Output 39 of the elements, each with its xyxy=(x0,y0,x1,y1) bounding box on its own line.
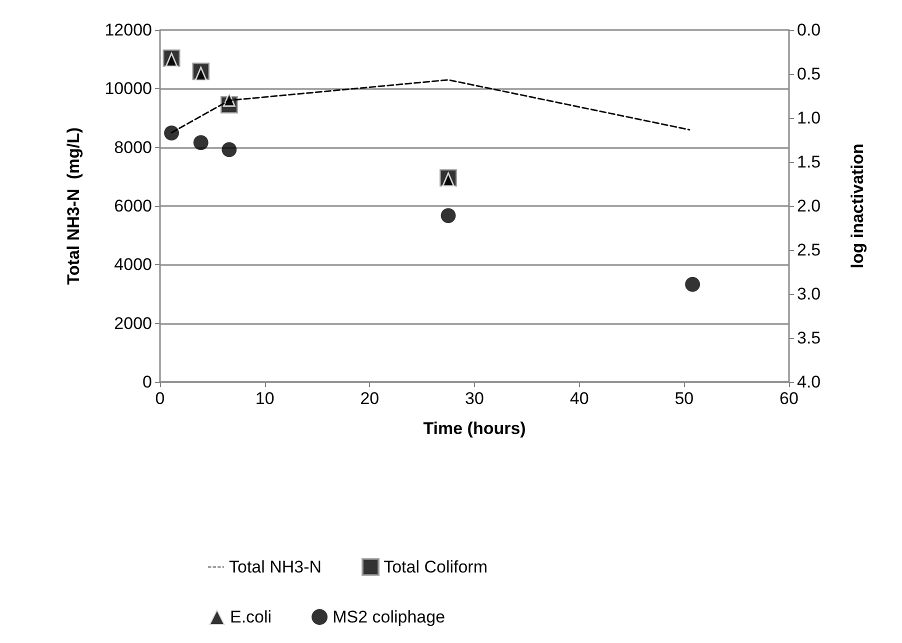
y2-tick-label: 1.0 xyxy=(797,108,821,128)
legend-label: E.coli xyxy=(230,608,272,626)
x-tick-label: 30 xyxy=(465,389,484,408)
point xyxy=(685,276,700,292)
y-tick-label: 8000 xyxy=(114,138,152,157)
y2-tick-label: 2.0 xyxy=(797,196,821,216)
y2-tick-label: 1.5 xyxy=(797,152,821,172)
point xyxy=(164,125,180,140)
x-axis-title: Time (hours) xyxy=(423,419,526,438)
y2-axis-title: log inactivation xyxy=(848,144,867,268)
point xyxy=(165,52,178,68)
point xyxy=(222,142,237,158)
x-tick-label: 0 xyxy=(155,389,165,408)
y2-tick-label: 4.0 xyxy=(797,372,821,392)
point xyxy=(442,172,455,187)
y-tick-label: 12000 xyxy=(104,20,152,40)
y2-tick-label: 3.0 xyxy=(797,284,821,304)
y-tick-label: 6000 xyxy=(114,196,152,216)
y2-tick-label: 0.0 xyxy=(797,20,821,40)
x-tick-label: 50 xyxy=(674,389,694,408)
x-tick-label: 40 xyxy=(570,389,589,408)
x-tick-label: 60 xyxy=(780,389,798,408)
point xyxy=(222,92,236,107)
legend-label: Total Coliform xyxy=(384,558,488,576)
y2-tick-label: 0.5 xyxy=(797,64,821,84)
legend-label: Total NH3-N xyxy=(229,558,322,576)
point xyxy=(194,66,208,82)
point xyxy=(440,208,456,224)
y2-tick-label: 2.5 xyxy=(797,240,821,260)
x-tick-label: 10 xyxy=(255,389,274,408)
x-tick-label: 20 xyxy=(360,389,380,408)
y-tick-label: 10000 xyxy=(104,79,152,98)
y-tick-label: 0 xyxy=(142,372,152,392)
point xyxy=(193,135,208,150)
legend-label: MS2 coliphage xyxy=(332,608,446,626)
y-tick-label: 4000 xyxy=(114,255,152,274)
y-axis-title: Total NH3-N (mg/L) xyxy=(64,127,83,285)
y2-tick-label: 3.5 xyxy=(797,328,821,348)
y-tick-label: 2000 xyxy=(114,314,152,333)
